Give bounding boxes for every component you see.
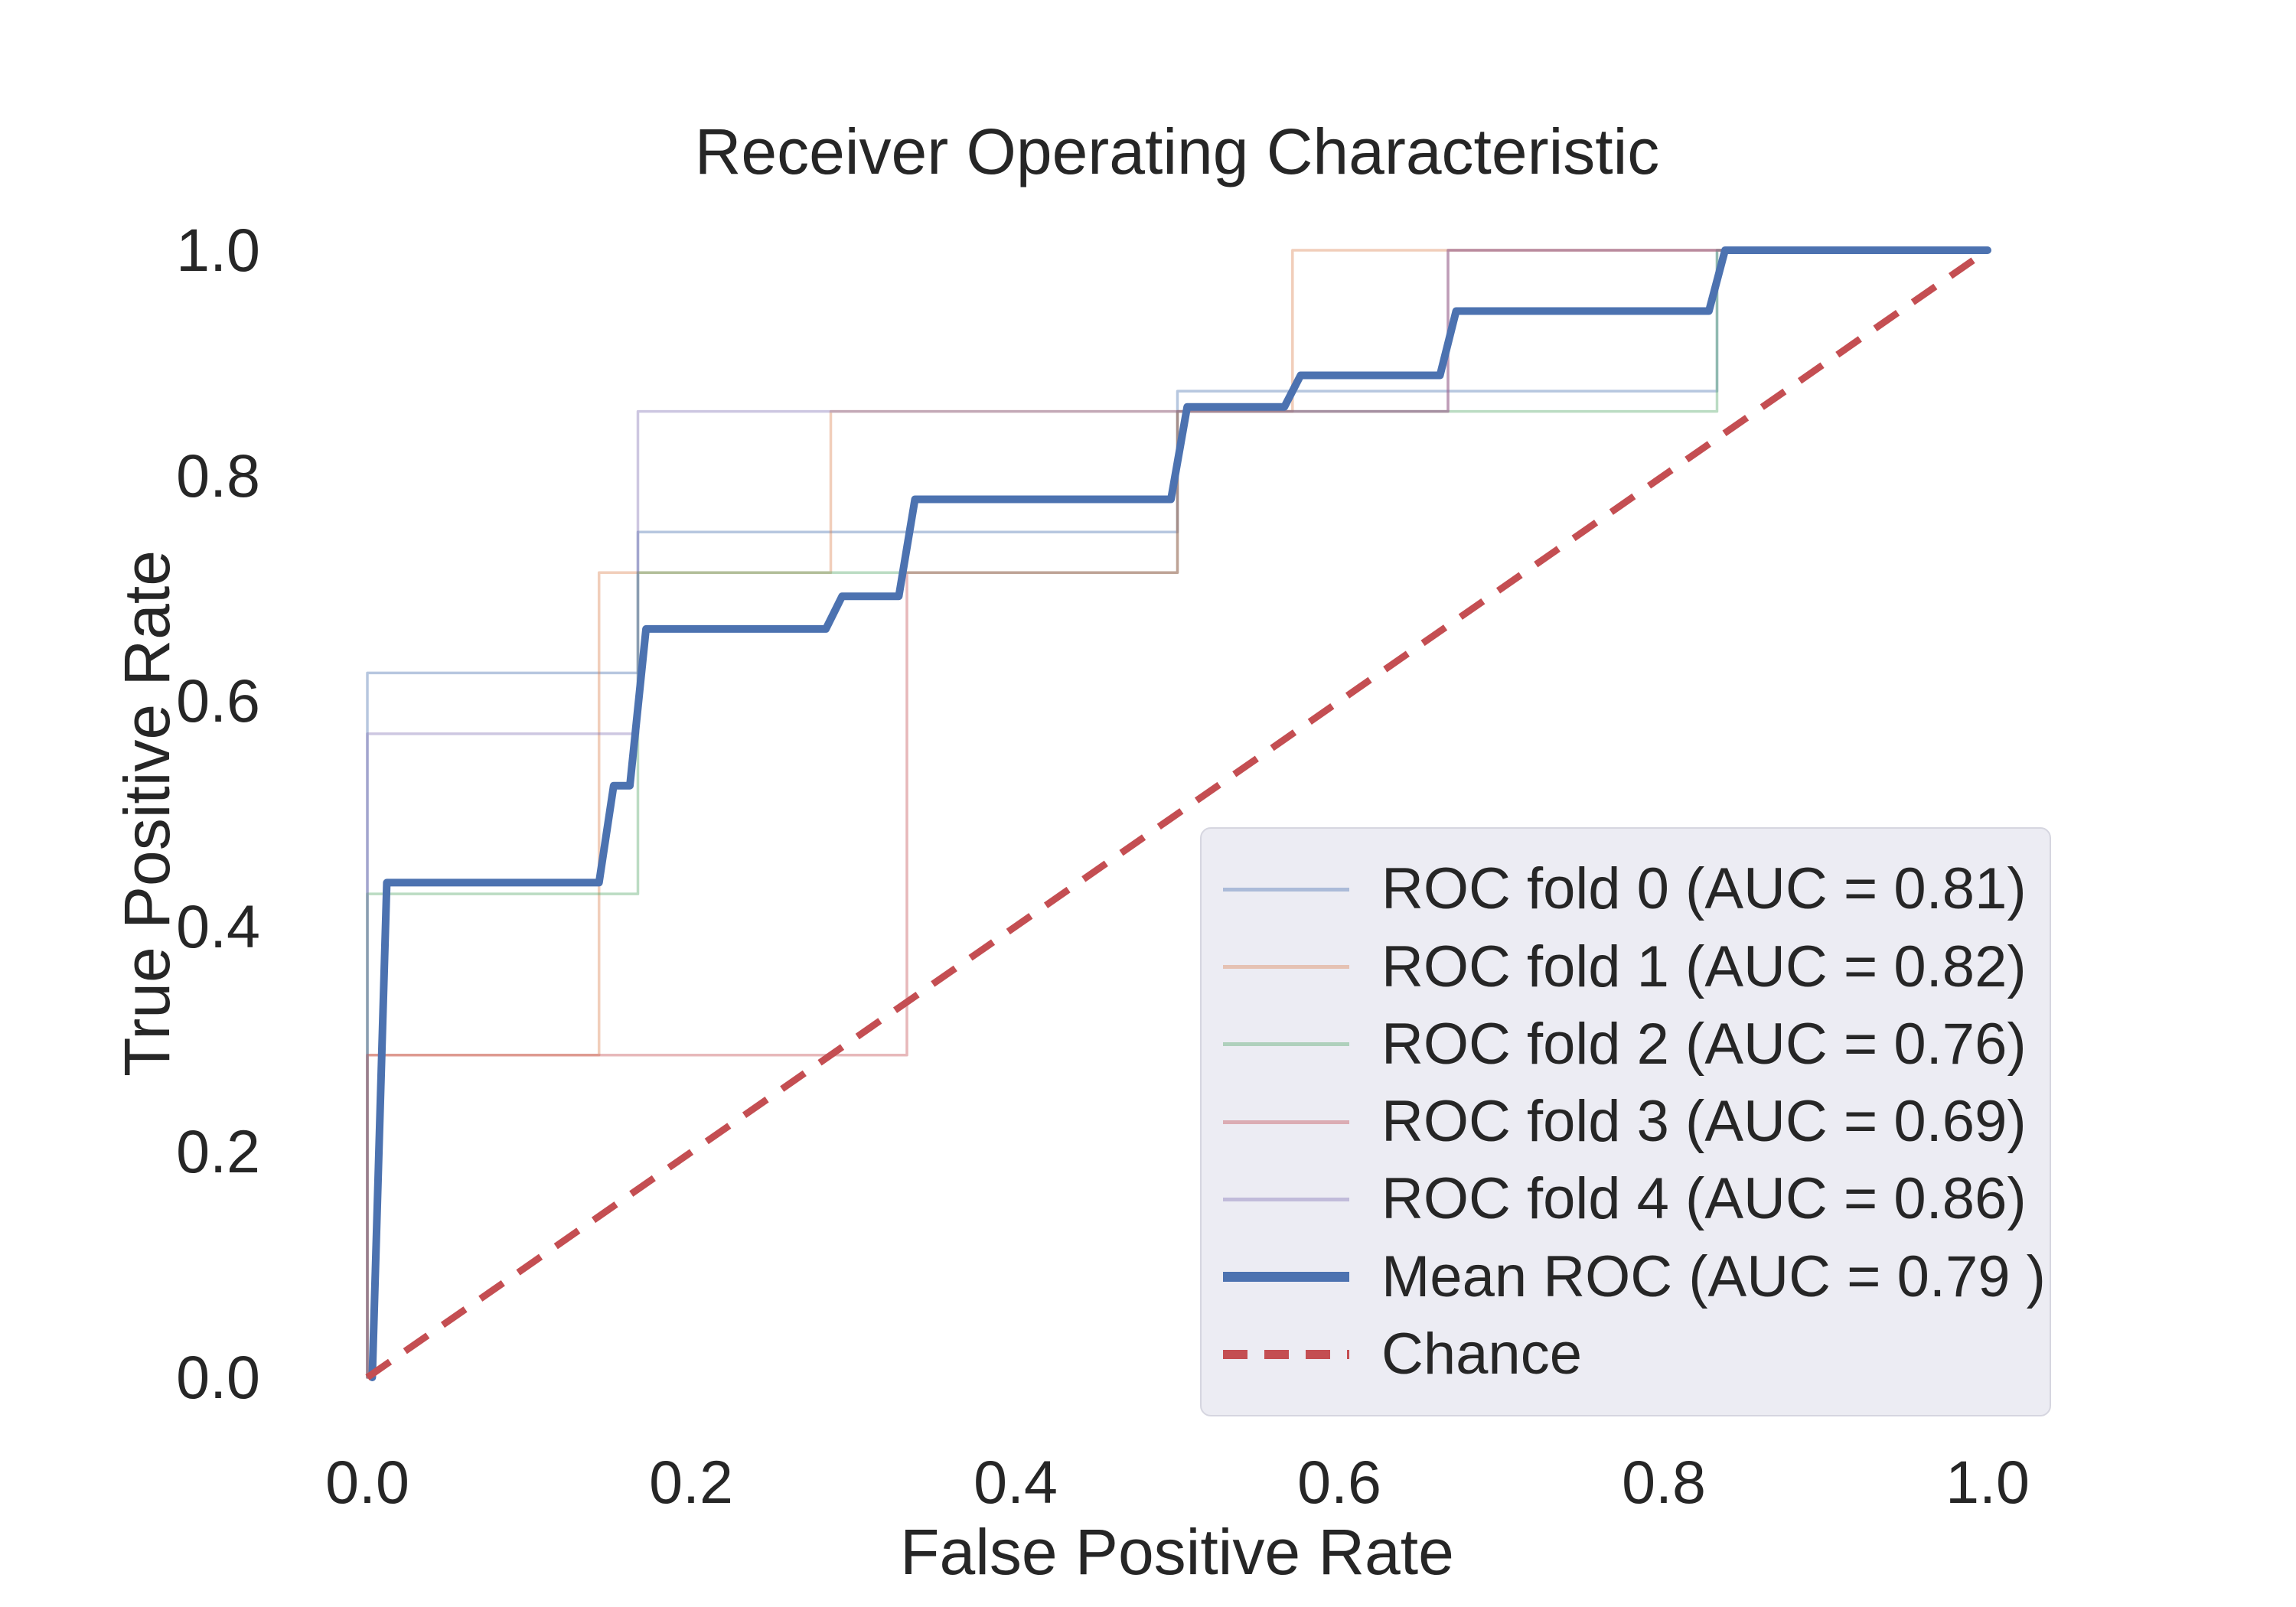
legend-swatch-mean-roc bbox=[1223, 1272, 1349, 1282]
legend-swatch-roc-fold-3 bbox=[1223, 1120, 1349, 1124]
legend-label-roc-fold-1: ROC fold 1 (AUC = 0.82) bbox=[1381, 934, 2027, 999]
x-tick-0.0: 0.0 bbox=[325, 1448, 409, 1516]
curve-mean-roc bbox=[368, 246, 1991, 1381]
legend-swatch-roc-fold-0 bbox=[1223, 887, 1349, 892]
legend-item-roc-fold-4: ROC fold 4 (AUC = 0.86) bbox=[1223, 1170, 2028, 1228]
x-tick-1.0: 1.0 bbox=[1945, 1448, 2030, 1516]
legend-swatch-roc-fold-4 bbox=[1223, 1197, 1349, 1201]
y-tick-0.8: 0.8 bbox=[176, 442, 260, 510]
x-tick-0.4: 0.4 bbox=[974, 1448, 1058, 1516]
legend-label-chance: Chance bbox=[1381, 1321, 1582, 1387]
y-tick-0.2: 0.2 bbox=[176, 1117, 260, 1185]
curve-chance bbox=[365, 247, 1990, 1380]
y-tick-0.6: 0.6 bbox=[176, 667, 260, 735]
curve-roc-fold-1 bbox=[366, 249, 1989, 1379]
legend-label-roc-fold-4: ROC fold 4 (AUC = 0.86) bbox=[1381, 1166, 2027, 1232]
legend-label-roc-fold-0: ROC fold 0 (AUC = 0.81) bbox=[1381, 856, 2027, 922]
legend-swatch-roc-fold-2 bbox=[1223, 1042, 1349, 1047]
legend-label-roc-fold-2: ROC fold 2 (AUC = 0.76) bbox=[1381, 1011, 2027, 1077]
y-tick-0.0: 0.0 bbox=[176, 1343, 260, 1411]
curve-roc-fold-2 bbox=[366, 249, 1989, 1379]
legend-item-roc-fold-0: ROC fold 0 (AUC = 0.81) bbox=[1223, 860, 2028, 918]
legend-swatch-roc-fold-1 bbox=[1223, 965, 1349, 969]
legend-item-roc-fold-2: ROC fold 2 (AUC = 0.76) bbox=[1223, 1015, 2028, 1074]
curve-roc-fold-4 bbox=[366, 249, 1989, 1379]
y-axis-label: True Positive Rate bbox=[110, 550, 183, 1077]
legend-item-roc-fold-1: ROC fold 1 (AUC = 0.82) bbox=[1223, 934, 2028, 999]
curve-roc-fold-0 bbox=[366, 249, 1989, 1379]
chart-title: Receiver Operating Characteristic bbox=[694, 116, 1660, 187]
x-tick-0.8: 0.8 bbox=[1622, 1448, 1706, 1516]
legend: ROC fold 0 (AUC = 0.81) ROC fold 1 (AUC … bbox=[1200, 827, 2051, 1416]
curve-roc-fold-3 bbox=[366, 249, 1989, 1379]
legend-item-chance: Chance bbox=[1223, 1325, 2028, 1384]
legend-label-roc-fold-3: ROC fold 3 (AUC = 0.69) bbox=[1381, 1089, 2027, 1154]
legend-item-mean-roc: Mean ROC (AUC = 0.79 ) bbox=[1223, 1247, 2046, 1306]
x-tick-0.6: 0.6 bbox=[1297, 1448, 1381, 1516]
y-tick-0.4: 0.4 bbox=[176, 892, 260, 960]
legend-label-mean-roc: Mean ROC (AUC = 0.79 ) bbox=[1381, 1244, 2046, 1309]
y-tick-1.0: 1.0 bbox=[176, 216, 260, 284]
x-tick-0.2: 0.2 bbox=[649, 1448, 733, 1516]
x-axis-label: False Positive Rate bbox=[900, 1516, 1454, 1588]
legend-swatch-chance bbox=[1223, 1349, 1349, 1359]
legend-item-roc-fold-3: ROC fold 3 (AUC = 0.69) bbox=[1223, 1093, 2028, 1151]
